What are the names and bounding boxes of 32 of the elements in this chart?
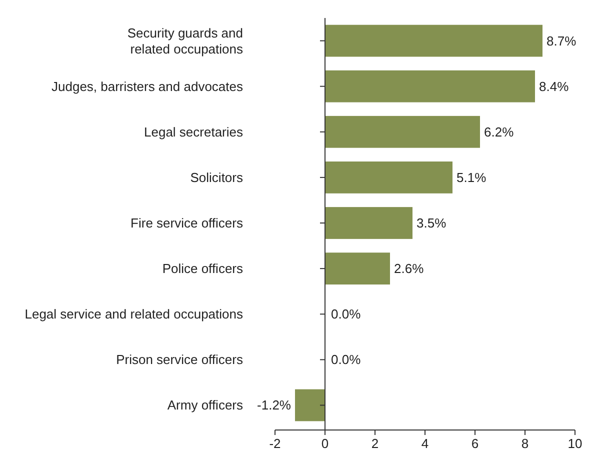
- data-label: 0.0%: [331, 352, 362, 368]
- data-label: -1.2%: [257, 398, 292, 413]
- x-tick-label: -2: [269, 436, 281, 450]
- y-tick-label: Legal service and related occupations: [24, 306, 244, 322]
- y-tick-label: Prison service officers: [116, 352, 244, 368]
- x-tick-label: 0: [321, 436, 329, 450]
- data-label: 8.7%: [546, 33, 577, 48]
- data-label: 2.6%: [394, 261, 424, 276]
- bar: [325, 116, 480, 148]
- y-tick-label: Judges, barristers and advocates: [52, 78, 244, 94]
- data-label: 3.5%: [416, 216, 447, 230]
- y-tick-label: Police officers: [162, 261, 244, 276]
- bar: [325, 24, 542, 57]
- data-label: 5.1%: [456, 170, 487, 185]
- y-tick-label: Army officers: [167, 398, 244, 413]
- bar: [325, 70, 535, 102]
- x-tick-label: 6: [471, 436, 479, 450]
- x-tick-label: 8: [521, 436, 529, 450]
- data-label: 8.4%: [539, 78, 570, 94]
- bar: [295, 389, 325, 422]
- x-tick-label: 10: [568, 436, 582, 450]
- data-label: 0.0%: [331, 306, 362, 322]
- bar: [325, 162, 452, 194]
- data-label: 6.2%: [484, 124, 514, 140]
- bar: [325, 252, 390, 284]
- y-tick-label: Solicitors: [190, 170, 244, 185]
- y-tick-label: Security guards and related occupations: [127, 25, 244, 56]
- y-tick-label: Fire service officers: [130, 216, 244, 230]
- x-tick-label: 2: [371, 436, 379, 450]
- y-tick-label: Legal secretaries: [144, 124, 244, 140]
- x-tick-label: 4: [421, 436, 429, 450]
- bar: [325, 207, 412, 239]
